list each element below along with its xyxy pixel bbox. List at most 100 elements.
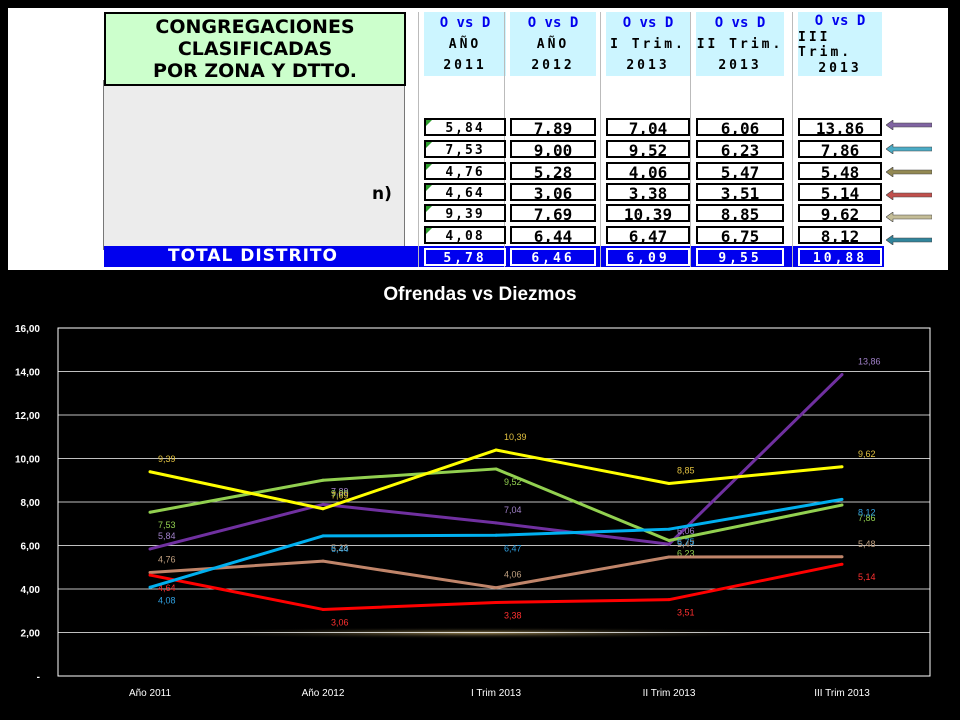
data-point xyxy=(840,497,844,501)
column-header-ovd: O vs D xyxy=(527,15,579,31)
column-header-line1: I Trim. xyxy=(610,37,686,52)
data-label: 4,08 xyxy=(158,595,176,605)
data-label: 5,47 xyxy=(677,539,695,549)
y-tick-label: 2,00 xyxy=(21,629,41,640)
table-cell: 4,08 xyxy=(424,226,506,244)
y-tick-label: 4,00 xyxy=(21,585,41,596)
table-cell: 9,00 xyxy=(510,140,596,160)
data-label: 8,12 xyxy=(858,507,876,517)
x-tick-label: II Trim 2013 xyxy=(643,688,696,699)
data-point xyxy=(321,534,325,538)
data-point xyxy=(494,586,498,590)
left-arrow-icon xyxy=(886,144,932,154)
table-title-line-3: POR ZONA Y DTTO. xyxy=(153,60,357,82)
table-cell: 8,12 xyxy=(798,226,882,246)
data-label: 9,62 xyxy=(858,449,876,459)
y-tick-label: 16,00 xyxy=(15,324,40,335)
row-label-fragment: n) xyxy=(372,184,392,204)
data-label: 5,28 xyxy=(331,543,349,553)
total-cell: 5,78 xyxy=(424,248,506,266)
data-label: 4,76 xyxy=(158,554,176,564)
data-point xyxy=(148,585,152,589)
table-cell: 13,86 xyxy=(798,118,882,138)
table-title-line-2: CLASIFICADAS xyxy=(177,38,333,60)
data-point xyxy=(494,467,498,471)
column-header-line1: AÑO xyxy=(448,37,482,52)
summary-table-panel: CONGREGACIONES CLASIFICADAS POR ZONA Y D… xyxy=(8,8,948,270)
x-tick-label: III Trim 2013 xyxy=(814,688,870,699)
data-label: 6,23 xyxy=(677,548,695,558)
data-point xyxy=(667,482,671,486)
table-cell: 4,64 xyxy=(424,183,506,201)
table-cell: 9,39 xyxy=(424,204,506,222)
data-label: 7,86 xyxy=(858,513,876,523)
data-point xyxy=(148,573,152,577)
data-point xyxy=(321,559,325,563)
data-point xyxy=(148,470,152,474)
table-cell: 6,23 xyxy=(696,140,784,160)
table-cell: 6,75 xyxy=(696,226,784,246)
left-arrow-icon xyxy=(886,235,932,245)
left-arrow-icon xyxy=(886,212,932,222)
data-point xyxy=(321,607,325,611)
table-cell: 7,53 xyxy=(424,140,506,158)
data-label: 10,39 xyxy=(504,432,527,442)
table-cell: 7,86 xyxy=(798,140,882,160)
column-header-ovd: O vs D xyxy=(439,15,491,31)
table-title-line-1: CONGREGACIONES xyxy=(155,16,355,38)
data-point xyxy=(321,502,325,506)
grid-divider xyxy=(792,12,793,267)
data-label: 4,64 xyxy=(158,583,176,593)
column-header-line2: 2013 xyxy=(718,58,762,73)
table-cell: 3,51 xyxy=(696,183,784,203)
table-cell: 7,69 xyxy=(510,204,596,224)
table-cell: 5,47 xyxy=(696,162,784,182)
table-cell: 7,89 xyxy=(510,118,596,138)
y-tick-label: 8,00 xyxy=(21,498,41,509)
data-label: 3,38 xyxy=(504,610,522,620)
data-label: 3,51 xyxy=(677,608,695,618)
column-header-ovd: O vs D xyxy=(814,12,866,29)
data-point xyxy=(667,542,671,546)
table-cell: 5,48 xyxy=(798,162,882,182)
data-point xyxy=(494,533,498,537)
data-point xyxy=(667,538,671,542)
data-label: 8,85 xyxy=(677,466,695,476)
data-label: 6,44 xyxy=(331,544,349,554)
data-label: 7,89 xyxy=(331,486,349,496)
table-cell: 3,38 xyxy=(606,183,690,203)
data-point xyxy=(667,598,671,602)
chart-title: Ofrendas vs Diezmos xyxy=(383,284,577,305)
data-point xyxy=(667,527,671,531)
column-header: O vs D AÑO 2011 xyxy=(424,12,506,76)
x-tick-label: I Trim 2013 xyxy=(471,688,521,699)
data-label: 4,06 xyxy=(504,570,522,580)
data-label: 3,06 xyxy=(331,617,349,627)
column-header-line2: 2013 xyxy=(818,60,862,76)
data-point xyxy=(840,562,844,566)
grid-divider xyxy=(600,12,601,267)
grid-divider xyxy=(504,12,505,267)
axis-glow xyxy=(150,627,810,639)
table-cell: 3,06 xyxy=(510,183,596,203)
data-label: 7,53 xyxy=(158,520,176,530)
y-tick-label: 10,00 xyxy=(15,455,40,466)
data-point xyxy=(148,570,152,574)
table-cell: 9,62 xyxy=(798,204,882,224)
data-label: 9,39 xyxy=(158,454,176,464)
data-point xyxy=(494,521,498,525)
table-cell: 6,44 xyxy=(510,226,596,246)
left-arrow-icon xyxy=(886,167,932,177)
left-arrow-icon xyxy=(886,190,932,200)
column-header-ovd: O vs D xyxy=(622,15,674,31)
column-header: O vs D AÑO 2012 xyxy=(510,12,596,76)
data-point xyxy=(148,510,152,514)
total-cell: 6,46 xyxy=(510,248,596,266)
y-tick-label: 6,00 xyxy=(21,542,41,553)
data-point xyxy=(840,503,844,507)
table-cell: 8,85 xyxy=(696,204,784,224)
data-point xyxy=(148,547,152,551)
column-header-ovd: O vs D xyxy=(714,15,766,31)
total-cell: 10,88 xyxy=(798,248,882,266)
column-header-line2: 2013 xyxy=(626,58,670,73)
